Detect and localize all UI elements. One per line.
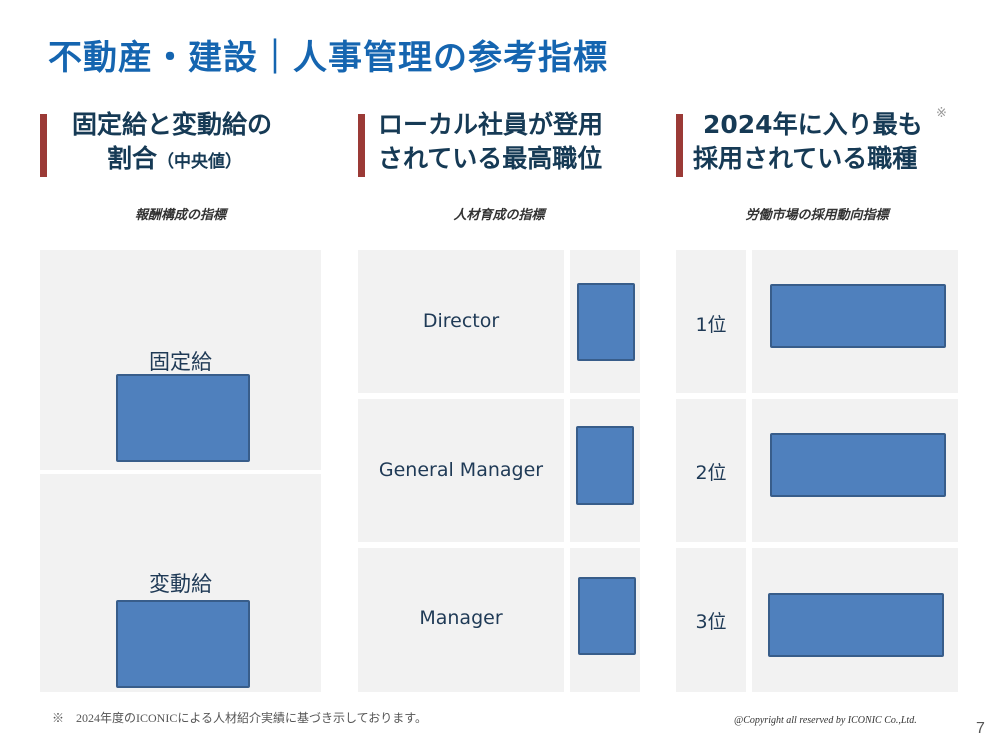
value-box [770,284,946,348]
value-box [116,600,250,688]
page-number: 7 [976,720,985,737]
position-label-cell: Director [358,250,564,393]
rank-box-cell [752,250,958,393]
section-subtitle: 労働市場の採用動向指標 [745,208,889,223]
value-box [578,577,636,655]
value-box [770,433,946,497]
position-label-cell: Manager [358,548,564,692]
cell-label: General Manager [378,459,544,481]
cell-label: 2位 [695,462,727,484]
accent-bar [40,114,47,177]
value-box [116,374,250,462]
rank-box-cell [752,548,958,692]
section-title: ローカル社員が登用 されている最高職位 [378,110,604,173]
position-box-cell [570,399,640,542]
footnote: ※ 2024年度のICONICによる人材紹介実績に基づき示しております。 [52,711,428,725]
accent-bar [676,114,683,177]
rank-label-cell: 1位 [676,250,746,393]
section-header-position: ローカル社員が登用 されている最高職位 [358,108,658,180]
cell-label: 変動給 [149,572,212,596]
section-header-compensation: 固定給と変動給の 割合（中央値） [40,108,330,180]
cell-label: Manager [419,607,503,629]
value-box [576,426,634,505]
rank-label-cell: 2位 [676,399,746,542]
section-header-hiring: 2024年に入り最も 採用されている職種 ※ [676,106,976,180]
cell-label: 固定給 [149,350,212,374]
value-box [768,593,944,657]
position-label-cell: General Manager [358,399,564,542]
section-title: 2024年に入り最も 採用されている職種 [693,110,923,173]
compensation-cell-variable: 変動給 [40,474,321,692]
section-subtitle: 人材育成の指標 [453,208,545,223]
asterisk-note: ※ [936,106,947,121]
rank-box-cell [752,399,958,542]
position-box-cell [570,250,640,393]
cell-label: 1位 [695,314,727,336]
copyright: @Copyright all reserved by ICONIC Co.,Lt… [734,715,917,726]
accent-bar [358,114,365,177]
position-box-cell [570,548,640,692]
section-title: 固定給と変動給の 割合（中央値） [72,110,273,173]
page-title: 不動産・建設｜人事管理の参考指標 [48,38,608,78]
value-box [577,283,635,361]
cell-label: Director [422,310,500,332]
cell-label: 3位 [695,611,727,633]
compensation-cell-fixed: 固定給 [40,250,321,470]
rank-label-cell: 3位 [676,548,746,692]
section-subtitle: 報酬構成の指標 [134,208,226,223]
